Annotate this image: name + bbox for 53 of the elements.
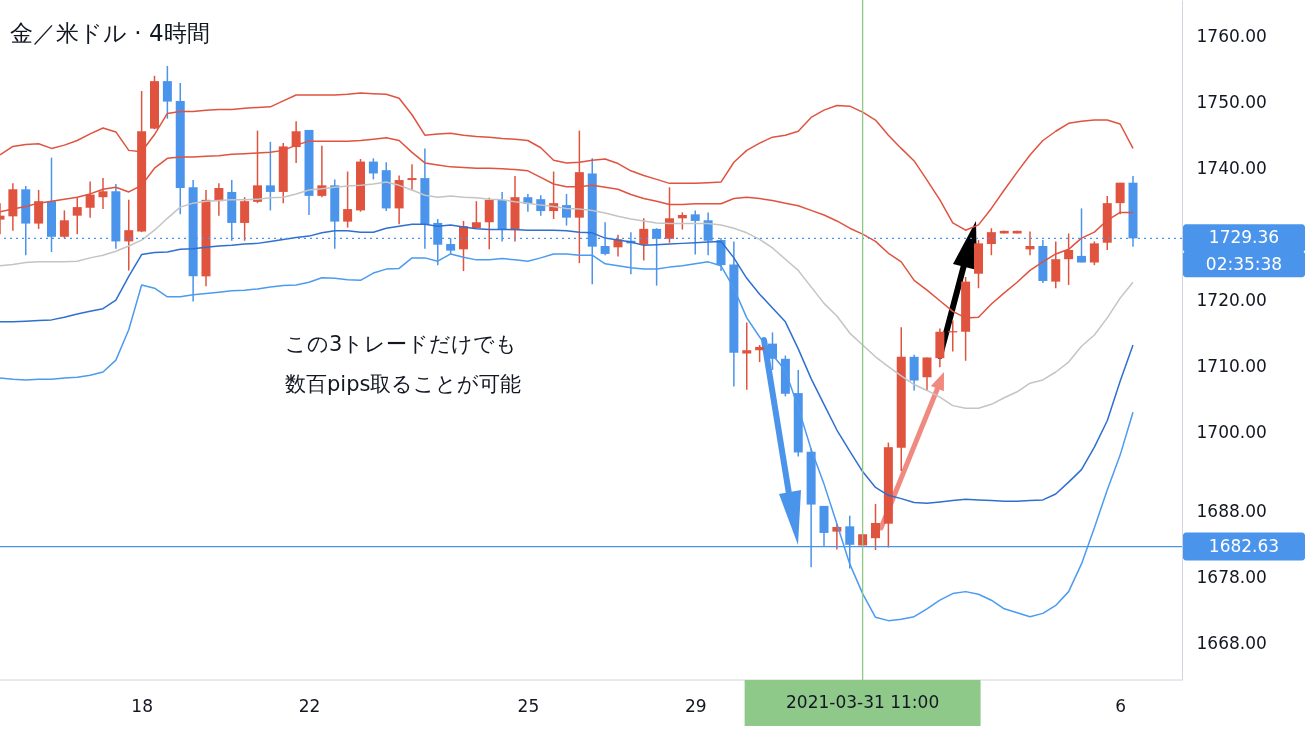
y-tick-label: 1678.00 (1196, 566, 1267, 587)
candlestick (562, 193, 571, 227)
x-tick-label: 22 (298, 695, 321, 716)
candlestick (1051, 240, 1061, 289)
candlestick (1089, 240, 1099, 266)
line-series (0, 181, 1134, 410)
candlestick (265, 141, 275, 212)
candlestick (214, 182, 224, 217)
candlestick (484, 197, 494, 251)
ref-line-label: 1682.63 (1208, 535, 1280, 556)
annotation: 数百pips取ることが可能 (285, 372, 522, 396)
candlestick (1077, 207, 1086, 264)
candlestick (59, 209, 69, 239)
candlestick (343, 170, 353, 229)
candlestick (98, 177, 108, 210)
x-tick-label: 2021-03-31 11:00 (786, 692, 940, 712)
candlestick (162, 65, 172, 120)
candlestick (124, 199, 134, 272)
text: 02:35:38 (1205, 254, 1283, 275)
y-tick-label: 1720.00 (1196, 289, 1267, 310)
y-tick-label: 1668.00 (1196, 632, 1267, 653)
candlestick (368, 157, 378, 181)
x-tick-label: 29 (684, 695, 707, 716)
y-tick-label: 1688.00 (1196, 500, 1267, 521)
candlestick (871, 503, 880, 551)
candlestick (240, 196, 250, 242)
candlestick (471, 200, 481, 229)
candlestick (922, 356, 932, 392)
annotation: この3トレードだけでも (285, 332, 518, 356)
candlestick (639, 217, 649, 262)
x-tick-label: 25 (517, 695, 540, 716)
x-tick-label: 6 (1115, 695, 1127, 716)
x-tick-label: 18 (131, 695, 153, 716)
candlestick (909, 354, 919, 392)
ref-line-label: 1729.36 (1208, 227, 1280, 248)
candlestick (85, 180, 95, 219)
candlestick (459, 220, 468, 272)
y-tick-label: 1710.00 (1196, 355, 1267, 376)
y-tick-label: 1760.00 (1196, 25, 1267, 46)
candlestick (1064, 232, 1074, 286)
candlestick (1025, 230, 1035, 256)
y-tick-label: 1750.00 (1196, 91, 1267, 112)
candlestick (986, 227, 996, 256)
candlestick (72, 196, 82, 235)
candlestick (742, 321, 752, 391)
candlestick (832, 522, 842, 551)
candlestick (1115, 181, 1125, 216)
candlestick (665, 186, 674, 244)
text: 金／米ドル · 4時間 (10, 19, 210, 48)
candlestick (34, 189, 44, 230)
y-tick-label: 1740.00 (1196, 157, 1267, 178)
candlestick (407, 163, 417, 192)
y-tick-label: 1700.00 (1196, 421, 1267, 442)
